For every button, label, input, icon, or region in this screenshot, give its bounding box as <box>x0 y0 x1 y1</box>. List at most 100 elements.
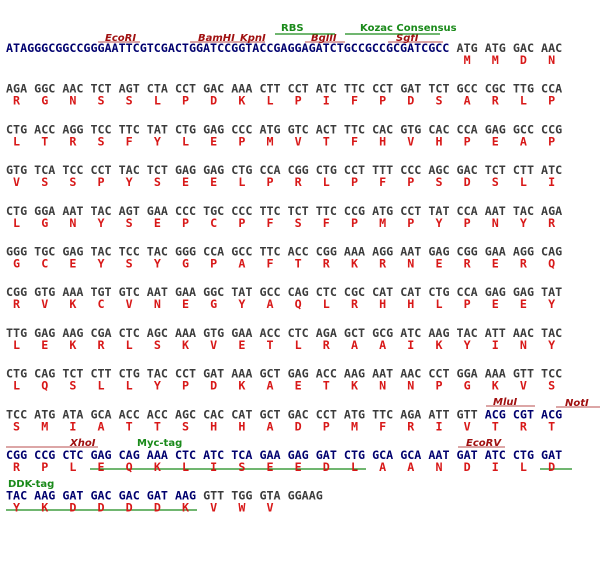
amino-acid: L <box>13 338 20 352</box>
codon: GAG <box>485 122 506 136</box>
amino-acid: K <box>182 338 189 352</box>
codon: AGC <box>428 163 449 177</box>
amino-acid: Y <box>13 501 20 515</box>
amino-acid: P <box>182 216 189 230</box>
amino-acid: P <box>548 134 555 148</box>
amino-acid: E <box>98 460 105 474</box>
amino-acid: I <box>69 419 76 433</box>
amino-acid: N <box>548 53 555 67</box>
codon: CCT <box>288 82 309 96</box>
amino-acid: N <box>407 257 414 271</box>
amino-acid: K <box>492 379 499 393</box>
enzyme-label: BglII <box>311 33 337 44</box>
amino-acid: Y <box>154 134 161 148</box>
codon: CCG <box>541 122 562 136</box>
codon: ATG <box>344 407 365 421</box>
codon: TAC <box>147 367 168 381</box>
amino-acid: P <box>98 175 105 189</box>
codon: ACT <box>316 122 337 136</box>
codon: AGT <box>119 204 140 218</box>
amino-acid: P <box>210 257 217 271</box>
codon: AAG <box>34 489 55 503</box>
codon: CTT <box>90 367 111 381</box>
amino-acid: D <box>98 501 105 515</box>
amino-acid: T <box>41 134 48 148</box>
amino-acid: K <box>41 501 48 515</box>
amino-acid: K <box>238 94 245 108</box>
codon: AAA <box>485 367 506 381</box>
amino-acid: I <box>548 175 555 189</box>
annotations: RBS Kozac Consensus EcoRI BamHI KpnI Bgl… <box>8 23 589 490</box>
amino-acid: K <box>351 257 358 271</box>
codon: GCT <box>259 407 280 421</box>
amino-acid: P <box>548 94 555 108</box>
amino-acid: R <box>69 134 77 148</box>
amino-acid: A <box>266 379 273 393</box>
amino-acid: K <box>182 501 189 515</box>
amino-acid: P <box>323 419 330 433</box>
amino-acid: N <box>492 216 499 230</box>
amino-acid: S <box>154 175 161 189</box>
amino-acid: S <box>154 338 161 352</box>
amino-acid: F <box>323 216 330 230</box>
amino-acid: G <box>464 379 471 393</box>
codon: ATC <box>400 326 421 340</box>
amino-acid: S <box>548 379 555 393</box>
amino-acid: D <box>464 460 471 474</box>
enzyme-label: EcoRV <box>466 438 502 449</box>
amino-acid: E <box>210 175 217 189</box>
codon: CCC <box>400 163 421 177</box>
amino-acid: V <box>295 134 302 148</box>
codon: ATG <box>372 204 393 218</box>
amino-acid: L <box>520 94 527 108</box>
amino-acid: Y <box>435 216 442 230</box>
codon: CAC <box>203 407 224 421</box>
codon: AAA <box>147 448 168 462</box>
codon: GGA <box>457 367 478 381</box>
amino-acid: Y <box>154 379 161 393</box>
amino-acid: T <box>295 257 302 271</box>
codon: GTT <box>203 489 224 503</box>
codon: GTA <box>259 489 280 503</box>
codon: GTC <box>119 285 140 299</box>
amino-acid: H <box>379 297 386 311</box>
codon: TAT <box>147 122 168 136</box>
codon: CCA <box>541 82 562 96</box>
amino-acid: G <box>41 216 48 230</box>
codon: ACC <box>34 122 55 136</box>
codon: CTG <box>231 163 252 177</box>
codon: CGC <box>344 285 365 299</box>
codon: CCA <box>203 245 224 259</box>
codon: AGG <box>513 245 534 259</box>
amino-acid: K <box>435 338 442 352</box>
codon: TAC <box>513 204 534 218</box>
amino-acid: R <box>548 216 556 230</box>
codon: GCC <box>231 245 252 259</box>
amino-acid: P <box>266 175 273 189</box>
amino-acid: L <box>126 379 133 393</box>
amino-acid: L <box>238 175 245 189</box>
codon: GAG <box>288 448 309 462</box>
amino-acid: S <box>435 175 442 189</box>
codon: GAT <box>541 448 562 462</box>
amino-acid: I <box>323 94 330 108</box>
codon: CGG <box>316 245 337 259</box>
amino-acid: T <box>323 134 330 148</box>
amino-acid: S <box>69 175 76 189</box>
amino-acid: L <box>154 94 161 108</box>
amino-acid: L <box>295 338 302 352</box>
amino-acid: R <box>295 175 303 189</box>
amino-acid: M <box>41 419 48 433</box>
amino-acid: R <box>520 419 528 433</box>
amino-acid: T <box>323 379 330 393</box>
amino-acid: H <box>379 134 386 148</box>
amino-acid: E <box>492 297 499 311</box>
amino-acid: D <box>126 501 133 515</box>
amino-acid: V <box>266 501 273 515</box>
codon: CCC <box>231 204 252 218</box>
amino-acid: T <box>154 419 161 433</box>
codon: GAG <box>175 163 196 177</box>
codon: GTG <box>400 122 421 136</box>
amino-acid: V <box>126 297 133 311</box>
